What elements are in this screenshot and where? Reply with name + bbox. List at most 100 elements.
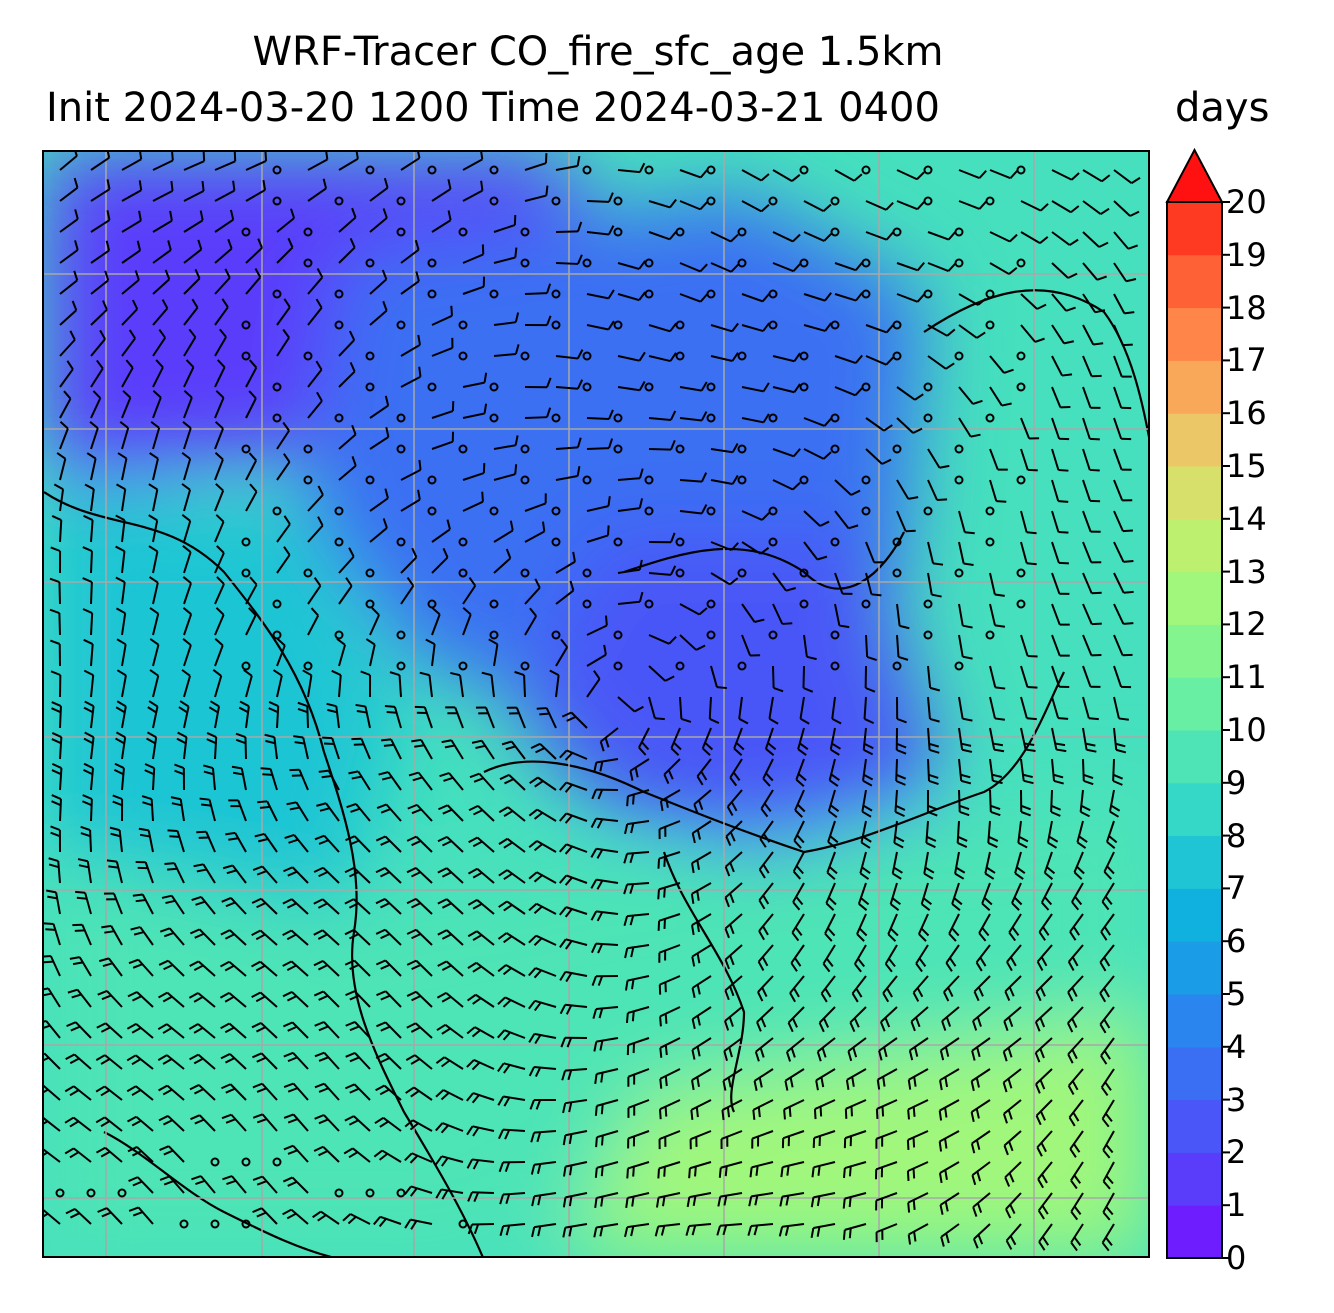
wind-barb: [189, 1084, 216, 1101]
colorbar-band-7: [1167, 835, 1222, 889]
wind-barb: [586, 289, 615, 300]
wind-barb: [214, 238, 233, 264]
calm-marker: [241, 227, 251, 237]
wind-barb: [183, 180, 205, 202]
calm-marker: [613, 444, 623, 454]
wind-barb: [559, 938, 588, 950]
wind-barb: [834, 479, 861, 496]
wind-barb: [747, 1223, 774, 1236]
wind-barb: [437, 836, 464, 853]
calm-marker: [644, 258, 654, 268]
wind-barb: [1113, 231, 1138, 250]
colorbar-tick-label: 0: [1226, 1239, 1247, 1277]
wind-barb: [555, 580, 575, 605]
wind-barb: [152, 269, 171, 295]
wind-barb: [842, 1192, 867, 1209]
wind-barb: [725, 820, 743, 846]
wind-barb: [818, 1006, 836, 1033]
wind-barb: [927, 572, 942, 598]
wind-barb: [1079, 789, 1091, 818]
wind-barb: [865, 417, 893, 432]
calm-marker: [489, 630, 499, 640]
calm-marker: [86, 1188, 96, 1198]
colorbar-band-0: [1167, 1205, 1222, 1259]
calm-marker: [1016, 382, 1026, 392]
colorbar-extend-arrow: [1165, 147, 1224, 203]
wind-barb: [252, 1207, 278, 1225]
wind-barb: [181, 669, 192, 698]
wind-barb: [302, 669, 313, 698]
wind-barb: [834, 169, 863, 182]
wind-barb: [908, 1037, 929, 1061]
wind-barb: [879, 1006, 898, 1032]
wind-barb: [147, 700, 159, 729]
wind-barb: [82, 794, 93, 822]
wind-barb: [152, 359, 164, 388]
wind-barb: [562, 1223, 588, 1238]
wind-barb: [648, 532, 676, 544]
colorbar-tick-label: 14: [1226, 499, 1267, 538]
wind-barb: [276, 638, 286, 667]
wind-barb: [989, 479, 1007, 503]
wind-barb: [344, 929, 371, 946]
wind-barb: [1069, 1130, 1084, 1158]
calm-marker: [954, 351, 964, 361]
wind-barb: [1113, 479, 1133, 502]
wind-barb: [648, 322, 677, 333]
wind-barb: [768, 696, 779, 725]
wind-barb: [283, 1144, 309, 1163]
wind-barb: [276, 515, 291, 543]
wind-barb: [1008, 913, 1022, 942]
wind-barb: [658, 975, 681, 995]
wind-barb: [400, 577, 415, 605]
wind-barb: [679, 603, 708, 616]
wind-barb: [780, 1161, 805, 1178]
wind-barb: [146, 731, 158, 760]
wind-barb: [981, 882, 993, 911]
wind-barb: [741, 541, 770, 555]
wind-barb: [772, 169, 801, 182]
wind-barb: [781, 1130, 805, 1149]
wind-barb: [297, 701, 309, 729]
wind-barb: [1051, 758, 1064, 785]
calm-marker: [272, 413, 282, 423]
wind-barb: [188, 992, 216, 1008]
wind-barb: [688, 1161, 712, 1179]
wind-barb: [560, 1036, 588, 1048]
wind-barb: [971, 1161, 991, 1186]
wind-barb: [555, 379, 584, 390]
wind-barb: [343, 1147, 371, 1163]
calm-marker: [861, 258, 871, 268]
calm-marker: [241, 661, 251, 671]
wind-barb: [469, 772, 495, 791]
wind-barb: [1051, 541, 1069, 565]
wind-barb: [1002, 1037, 1022, 1062]
calm-marker: [458, 320, 468, 330]
wind-barb: [531, 1192, 557, 1207]
wind-barb: [128, 958, 154, 977]
calm-marker: [613, 630, 623, 640]
wind-barb: [214, 152, 237, 171]
wind-barb: [214, 268, 231, 295]
wind-barb: [59, 177, 79, 202]
wind-barb: [826, 851, 838, 880]
wind-barb: [506, 706, 526, 729]
wind-barb: [313, 929, 340, 946]
coastline-2: [623, 531, 905, 590]
wind-barb: [64, 1085, 92, 1101]
wind-barb: [958, 293, 987, 306]
wind-barb: [958, 696, 973, 722]
wind-barb: [691, 1037, 712, 1060]
wind-barb: [827, 820, 839, 849]
wind-barb: [1100, 1068, 1115, 1097]
calm-marker: [334, 630, 344, 640]
wind-barb: [44, 954, 61, 977]
wind-barb: [1035, 975, 1053, 1002]
wind-barb: [497, 996, 526, 1008]
wind-barb: [497, 1062, 526, 1074]
calm-marker: [985, 630, 995, 640]
wind-barb: [121, 270, 140, 295]
wind-barb: [724, 1006, 743, 1031]
wind-barb: [524, 185, 549, 202]
calm-marker: [954, 258, 964, 268]
